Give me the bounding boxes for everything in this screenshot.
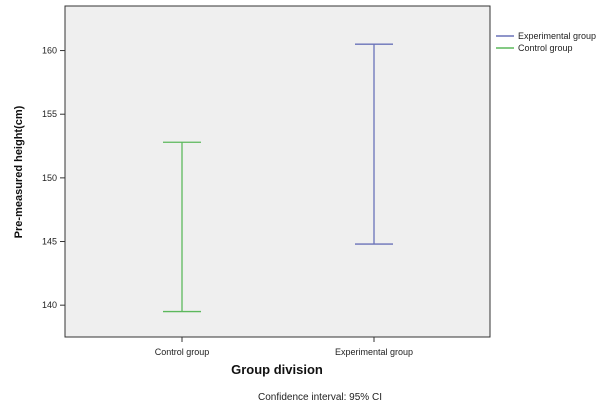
footnote: Confidence interval: 95% CI — [258, 392, 382, 403]
error-bar — [355, 43, 393, 245]
x-axis: Control group Experimental group — [155, 337, 413, 357]
y-tick-label: 160 — [42, 46, 57, 56]
y-axis: 140 145 150 155 160 — [42, 46, 65, 310]
error-bars — [163, 43, 393, 313]
x-tick-label: Control group — [155, 347, 210, 357]
y-tick-label: 140 — [42, 300, 57, 310]
y-axis-title: Pre-measured height(cm) — [13, 105, 25, 238]
x-tick-label: Experimental group — [335, 347, 413, 357]
y-tick-label: 155 — [42, 109, 57, 119]
x-axis-title: Group division — [231, 362, 323, 377]
legend-label: Experimental group — [518, 31, 596, 41]
error-bar — [163, 141, 201, 313]
y-tick-label: 150 — [42, 173, 57, 183]
legend-label: Control group — [518, 43, 573, 53]
legend: Experimental group Control group — [496, 31, 596, 53]
plot-area — [64, 5, 491, 338]
y-tick-label: 145 — [42, 237, 57, 247]
